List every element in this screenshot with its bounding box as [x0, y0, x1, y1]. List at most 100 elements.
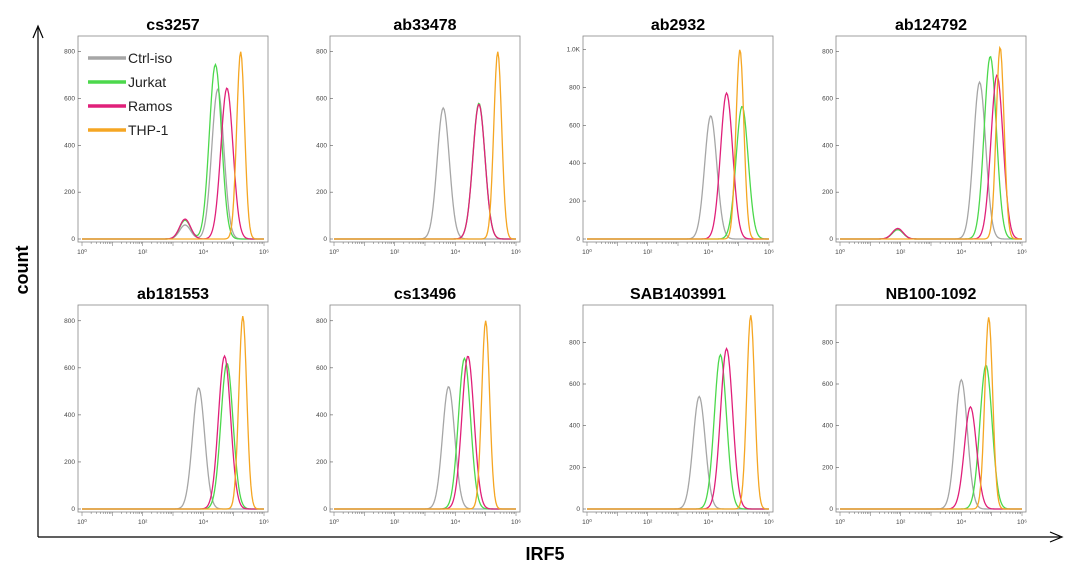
x-tick-label: 10²: [390, 519, 400, 526]
figure-axes: [32, 24, 1064, 543]
y-tick-label: 200: [822, 189, 833, 196]
x-tick-label: 10⁴: [956, 519, 966, 526]
panel-frame: [835, 304, 1027, 513]
figure-x-arrowhead: [1049, 531, 1064, 543]
x-tick-label: 10⁰: [329, 518, 339, 526]
panel-frame: [329, 35, 521, 243]
x-tick-label: 10⁰: [582, 248, 592, 256]
x-tick-label: 10⁶: [1017, 249, 1027, 256]
figure-y-arrowhead: [32, 24, 44, 39]
panel-title: ab33478: [393, 17, 456, 34]
x-tick-label: 10⁴: [450, 519, 460, 526]
series-thp-1: [82, 51, 264, 240]
y-tick-label: 800: [822, 339, 833, 346]
x-tick-label: 10⁶: [259, 519, 269, 526]
y-tick-label: 0: [323, 506, 327, 513]
panel-ab124792: ab124792 0 200 400 600 800 10⁰ 10² 10⁴ 10⁶: [822, 17, 1027, 256]
x-tick-label: 10⁰: [582, 518, 592, 526]
y-tick-label: 600: [822, 96, 833, 103]
panel-frame: [582, 304, 774, 513]
y-tick-label: 200: [316, 189, 327, 196]
y-tick-label: 600: [569, 381, 580, 388]
x-tick-label: 10²: [138, 249, 148, 256]
panel-ab33478: ab33478 0 200 400 600 800 10⁰ 10² 10⁴ 10⁶: [316, 17, 521, 256]
y-tick-label: 800: [64, 49, 75, 56]
panel-ab181553: ab181553 0 200 400 600 800 10⁰ 10² 10⁴ 10⁶: [64, 286, 269, 526]
panel-cs3257: cs3257 0 200 400 600 800 10⁰ 10² 10⁴ 10⁶: [64, 17, 269, 256]
y-tick-label: 0: [576, 506, 580, 513]
x-tick-label: 10⁴: [703, 519, 713, 526]
figure-x-label: IRF5: [525, 544, 564, 564]
x-tick-label: 10²: [138, 519, 148, 526]
y-tick-label: 400: [316, 412, 327, 419]
x-tick-label: 10⁶: [259, 249, 269, 256]
y-tick-label: 800: [569, 84, 580, 91]
histogram-panels: cs3257 0 200 400 600 800 10⁰ 10² 10⁴ 10⁶ ab33478 0 2…: [64, 17, 1027, 526]
y-tick-label: 400: [64, 412, 75, 419]
y-tick-label: 800: [569, 339, 580, 346]
x-tick-label: 10²: [643, 519, 653, 526]
y-tick-label: 600: [822, 381, 833, 388]
x-tick-label: 10⁶: [764, 249, 774, 256]
series-thp-1: [334, 320, 516, 510]
y-tick-label: 0: [323, 236, 327, 243]
panel-title: NB100-1092: [886, 286, 977, 303]
y-tick-label: 200: [64, 459, 75, 466]
series-thp-1: [587, 49, 769, 240]
x-tick-label: 10²: [643, 249, 653, 256]
y-tick-label: 600: [316, 365, 327, 372]
panel-title: cs3257: [146, 17, 199, 34]
y-tick-label: 200: [316, 459, 327, 466]
panel-title: ab2932: [651, 17, 705, 34]
x-tick-label: 10⁰: [835, 518, 845, 526]
y-tick-label: 600: [316, 96, 327, 103]
y-tick-label: 200: [569, 198, 580, 205]
y-tick-label: 0: [71, 506, 75, 513]
series-thp-1: [334, 51, 517, 240]
y-tick-label: 800: [822, 49, 833, 56]
x-tick-label: 10⁴: [198, 519, 208, 526]
panel-frame: [77, 304, 269, 513]
panel-cs13496: cs13496 0 200 400 600 800 10⁰ 10² 10⁴ 10⁶: [316, 286, 521, 526]
series-thp-1: [840, 317, 1022, 510]
legend-label: Ctrl-iso: [128, 50, 173, 66]
y-tick-label: 800: [316, 318, 327, 325]
x-tick-label: 10⁴: [198, 249, 208, 256]
panel-frame: [835, 35, 1027, 243]
legend-label: Ramos: [128, 98, 172, 114]
y-tick-label: 0: [71, 236, 75, 243]
y-tick-label: 600: [569, 122, 580, 129]
series-thp-1: [587, 315, 770, 510]
x-tick-label: 10⁴: [956, 249, 966, 256]
x-tick-label: 10⁶: [511, 519, 521, 526]
y-tick-label: 1.0K: [567, 46, 581, 53]
x-tick-label: 10²: [896, 519, 906, 526]
y-tick-label: 400: [316, 142, 327, 149]
x-tick-label: 10⁶: [1017, 519, 1027, 526]
panel-SAB1403991: SAB1403991 0 200 400 600 800 10⁰ 10² 10⁴ 10⁶: [569, 286, 774, 526]
panel-title: cs13496: [394, 286, 456, 303]
x-tick-label: 10⁰: [329, 248, 339, 256]
panel-title: ab124792: [895, 17, 967, 34]
y-tick-label: 400: [64, 142, 75, 149]
x-tick-label: 10²: [896, 249, 906, 256]
x-tick-label: 10⁰: [77, 248, 87, 256]
panel-ab2932: ab2932 0 200 400 600 800 1.0K 10⁰ 10² 10⁴ 10⁶: [567, 17, 775, 256]
y-tick-label: 200: [569, 464, 580, 471]
y-tick-label: 800: [316, 49, 327, 56]
y-tick-label: 600: [64, 365, 75, 372]
panel-frame: [329, 304, 521, 513]
y-tick-label: 400: [569, 423, 580, 430]
series-thp-1: [840, 45, 1022, 240]
x-tick-label: 10⁶: [764, 519, 774, 526]
x-tick-label: 10⁰: [77, 518, 87, 526]
legend-label: THP-1: [128, 122, 169, 138]
y-tick-label: 200: [822, 464, 833, 471]
y-tick-label: 400: [822, 423, 833, 430]
y-tick-label: 0: [829, 506, 833, 513]
y-tick-label: 200: [64, 189, 75, 196]
x-tick-label: 10²: [390, 249, 400, 256]
x-tick-label: 10⁴: [703, 249, 713, 256]
y-tick-label: 0: [829, 236, 833, 243]
